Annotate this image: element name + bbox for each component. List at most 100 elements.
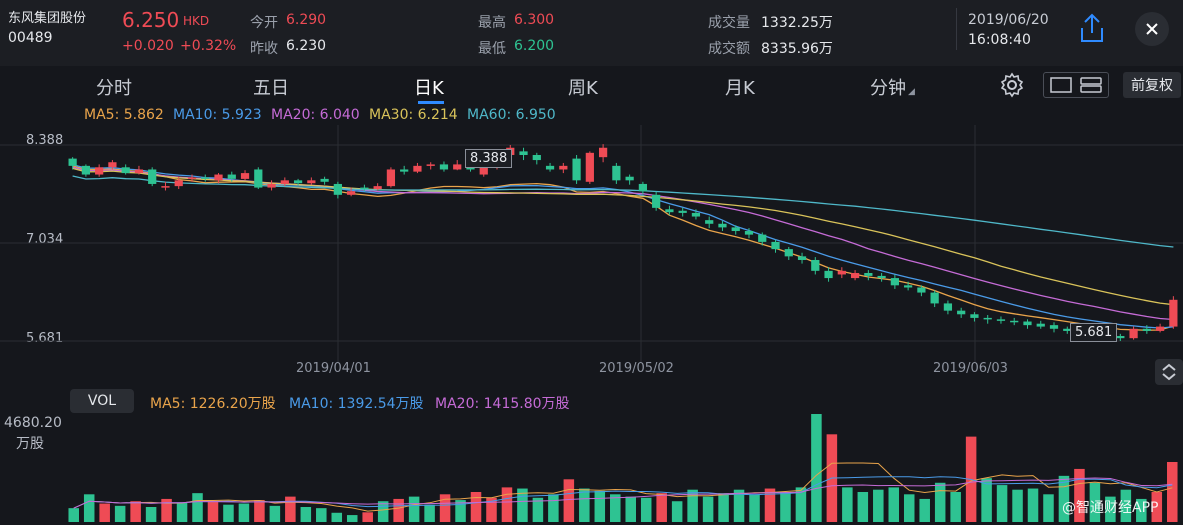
candle-body	[612, 165, 621, 181]
volume-bar	[68, 508, 79, 522]
volume-bar	[254, 500, 265, 522]
volume-bar	[625, 496, 636, 522]
tab-intraday[interactable]: 分时	[96, 78, 132, 99]
candle-body	[307, 180, 316, 184]
candle-body	[771, 241, 780, 250]
candle-body	[625, 176, 634, 181]
ma10-legend: MA10: 5.923	[173, 107, 262, 123]
candle-body	[638, 183, 648, 192]
candle-body	[519, 151, 528, 155]
volume-bar	[377, 501, 389, 522]
candle-body	[904, 285, 913, 288]
volume-bar	[207, 501, 219, 522]
volume-chart[interactable]	[0, 414, 1183, 524]
volume-bar	[1167, 462, 1178, 522]
candle-body	[943, 303, 953, 311]
volume-bar	[733, 489, 745, 522]
candle-body	[201, 177, 210, 179]
settings-button[interactable]	[996, 70, 1028, 100]
tab-daily-k[interactable]: 日K	[414, 78, 444, 99]
layout-toggle[interactable]	[1043, 72, 1109, 98]
volume-bar	[130, 501, 141, 522]
candle-body	[598, 147, 608, 158]
turnover-value: 8335.96万	[761, 41, 833, 57]
low-label: 最低	[478, 41, 506, 57]
min-price-badge: 5.681	[1070, 323, 1118, 342]
volume-bar	[1151, 492, 1163, 522]
volume-bar	[285, 496, 296, 522]
price-change: +0.020	[122, 38, 174, 54]
candle-body	[559, 165, 568, 170]
tab-monthly-k[interactable]: 月K	[725, 78, 755, 99]
volume-bar	[579, 488, 590, 522]
close-button[interactable]	[1135, 12, 1169, 46]
price-adjust-button[interactable]: 前复权	[1123, 72, 1181, 98]
candle-body	[983, 317, 992, 320]
candle-body	[957, 310, 966, 315]
candle-body	[665, 209, 674, 213]
volume-bar	[594, 490, 606, 522]
volume-bar	[718, 493, 729, 522]
header-divider	[956, 8, 957, 50]
candle-body	[652, 194, 661, 208]
expand-toggle[interactable]	[1155, 359, 1183, 385]
candle-body	[811, 259, 820, 271]
candle-body	[718, 223, 727, 228]
volume-bar	[1074, 468, 1085, 522]
volume-bar	[99, 503, 110, 522]
prev-close-label: 昨收	[250, 41, 278, 57]
turnover-label: 成交额	[708, 41, 750, 57]
candle-body	[439, 164, 449, 170]
tab-minute[interactable]: 分钟 ◢	[870, 74, 915, 100]
candle-body	[386, 169, 396, 187]
price-change-pct: +0.32%	[180, 38, 237, 54]
last-price: 6.250	[122, 8, 180, 32]
candle-body	[824, 270, 833, 279]
candle-body	[174, 180, 183, 187]
volume-bar	[857, 492, 869, 522]
volume-value: 1332.25万	[761, 15, 833, 31]
candle-body	[240, 173, 250, 179]
candle-body	[705, 220, 714, 224]
volume-bar	[393, 498, 404, 522]
volume-bar	[873, 489, 884, 522]
candle-body	[161, 186, 170, 188]
ma-line-ma10	[72, 163, 1174, 329]
candle-body	[744, 231, 754, 235]
volume-ma20-line	[73, 477, 1173, 509]
volume-bar	[656, 493, 667, 522]
volume-bar	[1012, 489, 1023, 522]
volume-label: 成交量	[708, 15, 750, 31]
candle-body	[68, 158, 77, 166]
candle-body	[347, 191, 356, 195]
candle-body	[1063, 328, 1072, 331]
tab-five-day[interactable]: 五日	[253, 78, 289, 99]
vol-ma10-legend: MA10: 1392.54万股	[289, 396, 424, 412]
share-button[interactable]	[1076, 10, 1108, 46]
volume-bar	[1105, 496, 1116, 522]
candle-body	[797, 256, 807, 260]
tab-weekly-k[interactable]: 周K	[568, 78, 598, 99]
candle-body	[850, 273, 860, 279]
candle-body	[532, 154, 541, 161]
volume-indicator-button[interactable]: VOL	[70, 389, 134, 413]
candle-body	[134, 169, 144, 174]
vol-ma20-legend: MA20: 1415.80万股	[435, 396, 570, 412]
volume-bar	[1136, 498, 1147, 522]
volume-axis-max: 4680.20	[4, 415, 62, 431]
volume-bar	[424, 504, 435, 522]
candle-body	[1049, 325, 1059, 329]
candle-body	[970, 314, 979, 318]
candle-body	[293, 180, 303, 184]
vol-ma5-legend: MA5: 1226.20万股	[150, 396, 276, 412]
volume-ma10-line	[73, 476, 1173, 509]
volume-ma5-line	[73, 462, 1173, 512]
volume-bar	[269, 505, 281, 522]
date-label-1: 2019/04/01	[296, 361, 371, 376]
volume-bar	[903, 494, 915, 522]
candlestick-chart[interactable]	[0, 125, 1183, 365]
candle-body	[453, 164, 462, 170]
volume-bar	[238, 503, 250, 522]
volume-bar	[346, 515, 358, 522]
volume-bar	[192, 493, 203, 522]
